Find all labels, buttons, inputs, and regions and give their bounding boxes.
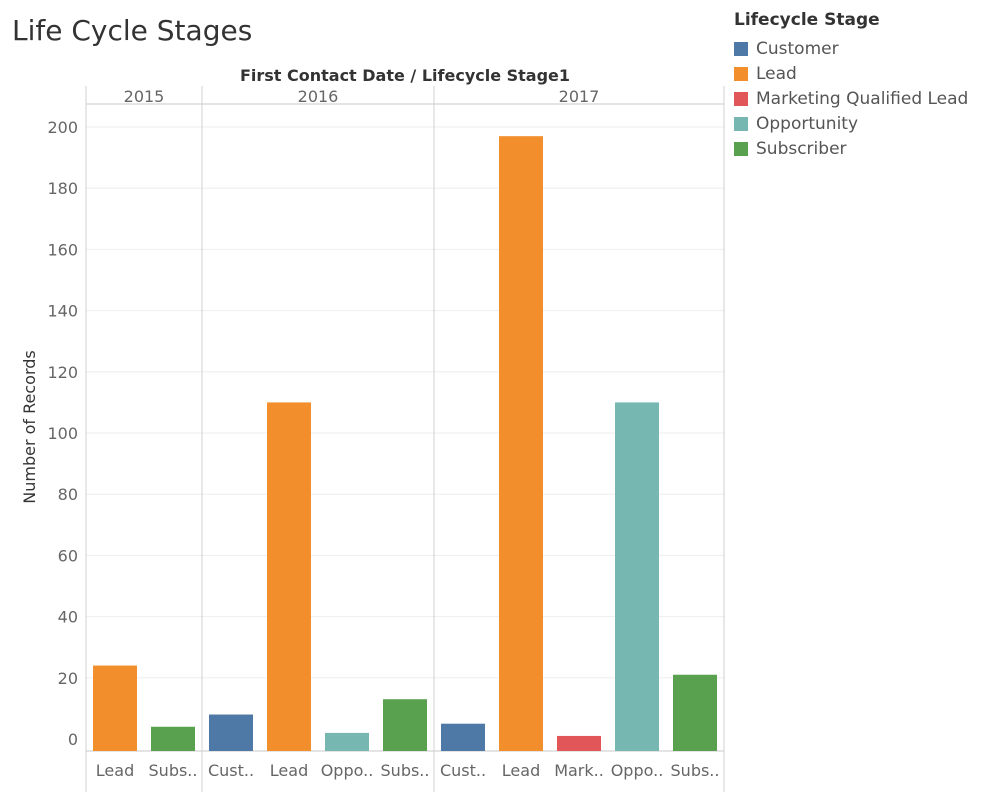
y-tick-label: 180 [47,179,78,198]
bar [441,723,485,751]
y-tick-label: 60 [58,546,78,565]
legend-label: Subscriber [756,138,847,159]
bar [151,726,195,751]
bar [325,732,369,751]
legend-item-subscriber[interactable]: Subscriber [734,136,968,161]
legend-item-opportunity[interactable]: Opportunity [734,111,968,136]
x-tick-label: Oppo.. [321,761,374,780]
bar [615,402,659,751]
y-tick-label: 20 [58,669,78,688]
year-label: 2016 [298,87,339,106]
legend-item-lead[interactable]: Lead [734,61,968,86]
y-tick-label: 160 [47,240,78,259]
x-tick-label: Lead [270,761,308,780]
legend-label: Marketing Qualified Lead [756,88,969,109]
year-label: 2017 [559,87,600,106]
legend-label: Customer [756,38,839,59]
legend-label: Lead [756,63,797,84]
legend-swatch [734,141,748,156]
x-tick-label: Subs.. [671,761,720,780]
y-tick-label: 100 [47,424,78,443]
year-label: 2015 [124,87,165,106]
y-tick-label: 0 [68,730,78,749]
x-tick-label: Mark.. [554,761,604,780]
bar [383,699,427,751]
x-tick-label: Lead [502,761,540,780]
y-axis-label: Number of Records [20,350,39,503]
x-tick-label: Subs.. [149,761,198,780]
legend-swatch [734,41,748,56]
legend-label: Opportunity [756,113,859,134]
x-tick-label: Oppo.. [611,761,664,780]
y-tick-label: 40 [58,608,78,627]
legend-title: Lifecycle Stage [734,10,880,30]
chart-title: Life Cycle Stages [12,14,253,47]
bar [267,402,311,751]
y-tick-label: 140 [47,302,78,321]
column-header: First Contact Date / Lifecycle Stage1 [240,66,570,85]
x-tick-label: Cust.. [440,761,486,780]
y-tick-label: 80 [58,485,78,504]
legend-swatch [734,66,748,81]
x-tick-label: Subs.. [381,761,430,780]
y-tick-label: 120 [47,363,78,382]
bar [673,674,717,751]
bar [499,136,543,751]
y-tick-label: 200 [47,118,78,137]
legend-item-customer[interactable]: Customer [734,36,968,61]
bar [209,714,253,751]
bar [557,735,601,751]
bar [93,665,137,751]
legend: Lifecycle Stage Customer Lead Marketing … [734,10,968,161]
legend-swatch [734,91,748,106]
x-tick-label: Cust.. [208,761,254,780]
legend-swatch [734,116,748,131]
legend-item-mql[interactable]: Marketing Qualified Lead [734,86,968,111]
x-tick-label: Lead [96,761,134,780]
